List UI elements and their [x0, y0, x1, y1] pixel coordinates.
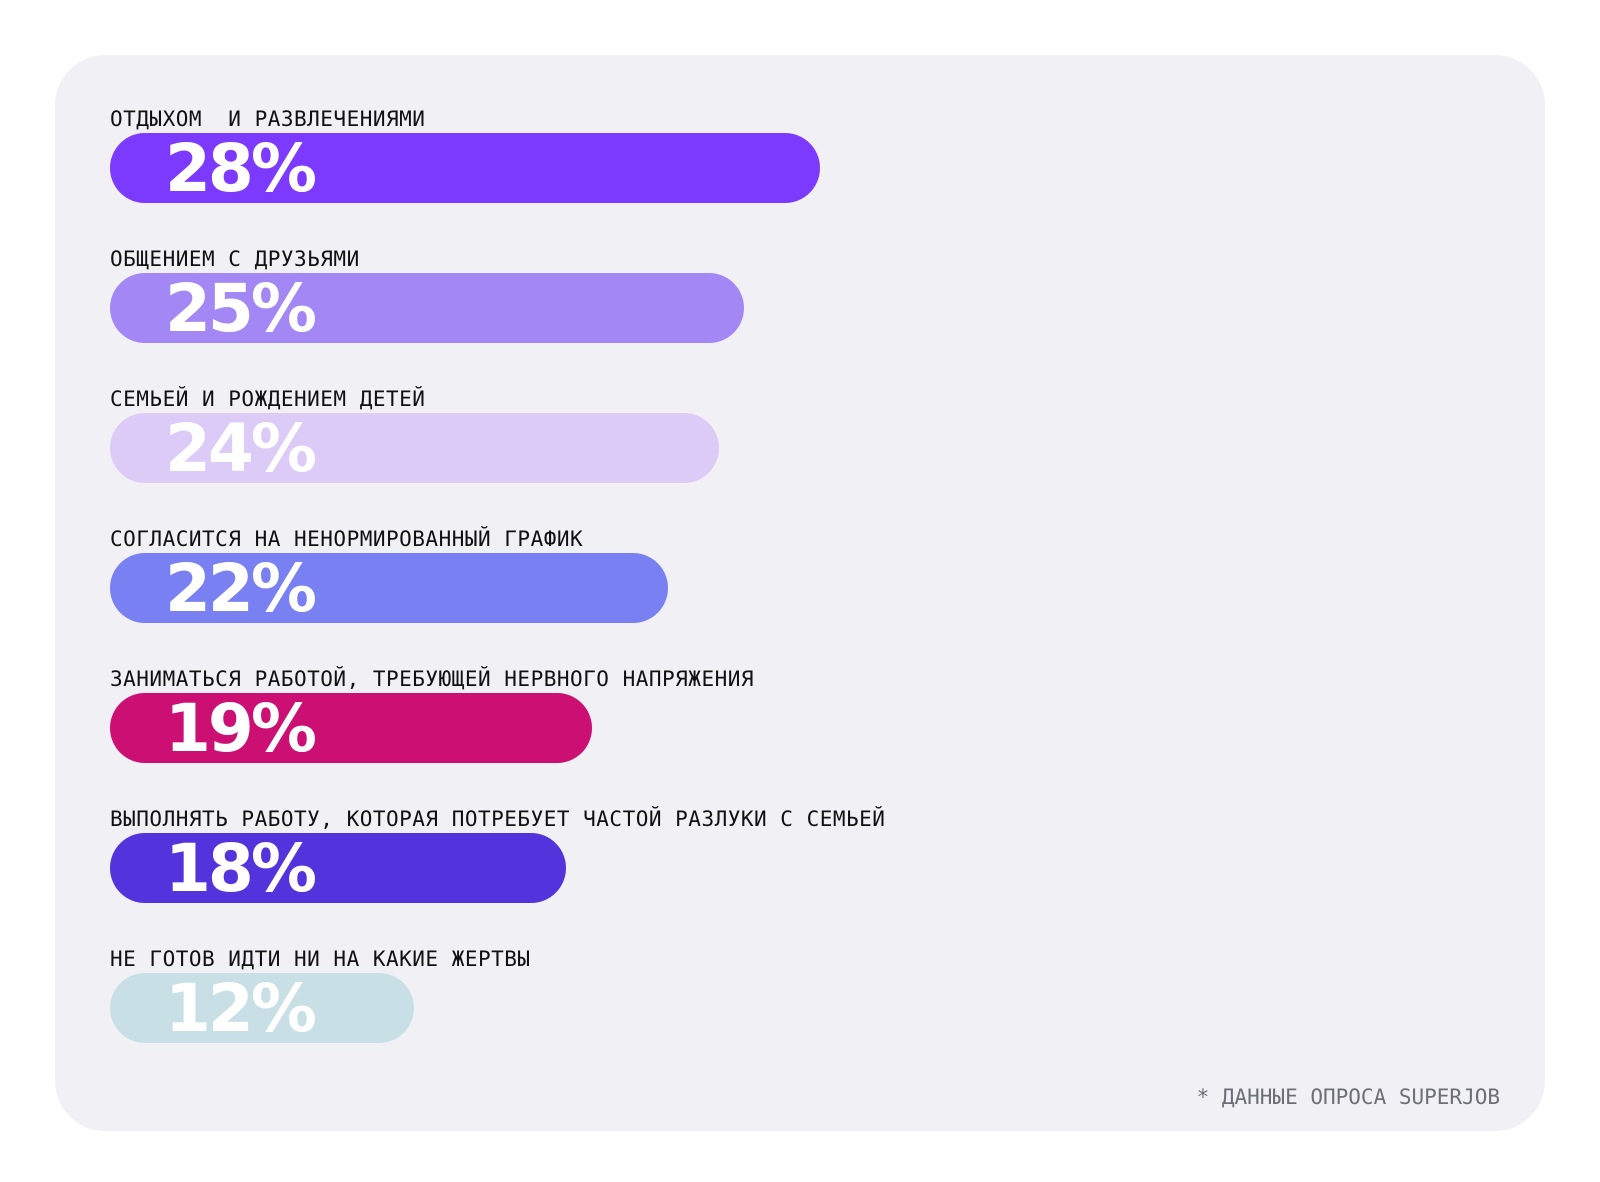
bar-row: НЕ ГОТОВ ИДТИ НИ НА КАКИЕ ЖЕРТВЫ 12%: [110, 939, 1490, 1069]
category-label: ЗАНИМАТЬСЯ РАБОТОЙ, ТРЕБУЮЩЕЙ НЕРВНОГО Н…: [110, 667, 755, 691]
bar-row: ОБЩЕНИЕМ С ДРУЗЬЯМИ 25%: [110, 239, 1490, 369]
bar: 19%: [110, 690, 592, 767]
source-footnote: * ДАННЫЕ ОПРОСА SUPERJOB: [1196, 1085, 1500, 1109]
bar: 25%: [110, 270, 744, 347]
bar-row: СЕМЬЕЙ И РОЖДЕНИЕМ ДЕТЕЙ 24%: [110, 379, 1490, 509]
category-label: СОГЛАСИТСЯ НА НЕНОРМИРОВАННЫЙ ГРАФИК: [110, 527, 584, 551]
bar-row: ОТДЫХОМ И РАЗВЛЕЧЕНИЯМИ 28%: [110, 99, 1490, 229]
category-label: ОТДЫХОМ И РАЗВЛЕЧЕНИЯМИ: [110, 107, 426, 131]
value-label: 12%: [165, 970, 317, 1047]
category-label: ОБЩЕНИЕМ С ДРУЗЬЯМИ: [110, 247, 360, 271]
chart-card: ОТДЫХОМ И РАЗВЛЕЧЕНИЯМИ 28% ОБЩЕНИЕМ С ДРУ…: [55, 55, 1545, 1131]
bar: 18%: [110, 830, 566, 907]
bar-row: ЗАНИМАТЬСЯ РАБОТОЙ, ТРЕБУЮЩЕЙ НЕРВНОГО Н…: [110, 659, 1490, 789]
bar: 24%: [110, 410, 719, 487]
value-label: 24%: [165, 410, 317, 487]
bar: 12%: [110, 970, 414, 1047]
value-label: 28%: [165, 130, 317, 207]
value-label: 18%: [165, 830, 317, 907]
category-label: СЕМЬЕЙ И РОЖДЕНИЕМ ДЕТЕЙ: [110, 387, 426, 411]
value-label: 19%: [165, 690, 317, 767]
bar: 28%: [110, 130, 820, 207]
category-label: НЕ ГОТОВ ИДТИ НИ НА КАКИЕ ЖЕРТВЫ: [110, 947, 531, 971]
value-label: 22%: [165, 550, 317, 627]
bar-row: СОГЛАСИТСЯ НА НЕНОРМИРОВАННЫЙ ГРАФИК 22%: [110, 519, 1490, 649]
value-label: 25%: [165, 270, 317, 347]
bar-chart: ОТДЫХОМ И РАЗВЛЕЧЕНИЯМИ 28% ОБЩЕНИЕМ С ДРУ…: [55, 55, 1545, 1131]
category-label: ВЫПОЛНЯТЬ РАБОТУ, КОТОРАЯ ПОТРЕБУЕТ ЧАСТ…: [110, 807, 886, 831]
bar: 22%: [110, 550, 668, 627]
bar-row: ВЫПОЛНЯТЬ РАБОТУ, КОТОРАЯ ПОТРЕБУЕТ ЧАСТ…: [110, 799, 1490, 929]
